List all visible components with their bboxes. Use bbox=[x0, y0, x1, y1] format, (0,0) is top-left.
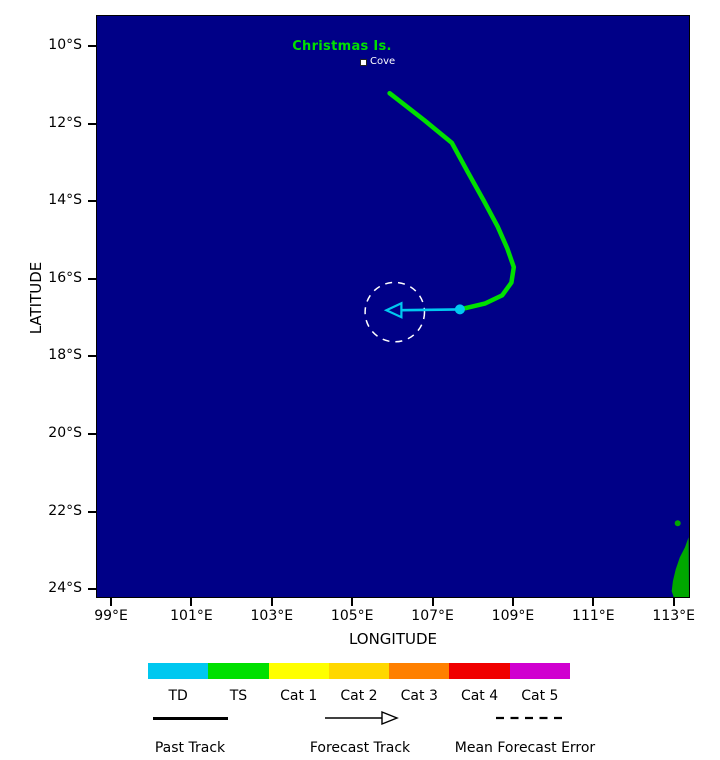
x-axis-tick bbox=[431, 598, 434, 606]
y-axis-tick bbox=[88, 200, 96, 203]
map-canvas bbox=[364, 90, 689, 597]
y-axis-tick bbox=[88, 588, 96, 591]
y-axis-tick-label: 20°S bbox=[48, 424, 82, 441]
x-axis-title: LONGITUDE bbox=[348, 630, 438, 648]
y-axis-tick bbox=[88, 44, 96, 47]
x-axis-tick bbox=[351, 598, 354, 606]
x-axis-tick-label: 111°E bbox=[572, 608, 615, 624]
town-square-icon bbox=[360, 58, 367, 66]
mean-forecast-error-circle bbox=[364, 281, 426, 343]
colorbar-segment-ts bbox=[208, 663, 269, 679]
x-axis-tick-label: 109°E bbox=[491, 608, 535, 624]
x-axis-tick-label: 103°E bbox=[250, 608, 294, 624]
mean-forecast-error-caption: Mean Forecast Error bbox=[454, 740, 596, 756]
category-label-cat-1: Cat 1 bbox=[280, 688, 318, 704]
category-label-cat-4: Cat 4 bbox=[460, 688, 499, 704]
current-position-marker bbox=[454, 304, 465, 315]
x-axis-tick bbox=[190, 598, 193, 606]
colorbar-segment-cat-3 bbox=[389, 663, 450, 679]
christmas-island-label: Christmas Is. bbox=[292, 39, 392, 54]
category-label-cat-5: Cat 5 bbox=[521, 688, 559, 704]
y-axis-tick-label: 18°S bbox=[48, 347, 82, 364]
y-axis-tick bbox=[88, 277, 96, 280]
colorbar-segment-cat-5 bbox=[509, 663, 570, 679]
cove-label: Cove bbox=[370, 56, 396, 67]
category-label-cat-2: Cat 2 bbox=[340, 688, 378, 704]
map-plot-area: Christmas Is. Cove bbox=[96, 15, 690, 598]
past-track-caption: Past Track bbox=[154, 740, 226, 756]
past-track-sample-line bbox=[153, 717, 228, 720]
intensity-colorbar bbox=[148, 663, 570, 679]
land-area bbox=[671, 537, 689, 597]
forecast-track-caption: Forecast Track bbox=[309, 740, 411, 756]
cove-marker: Cove bbox=[360, 57, 395, 67]
y-axis-tick-label: 22°S bbox=[48, 502, 82, 519]
y-axis-title: LATITUDE bbox=[27, 261, 45, 335]
islet bbox=[674, 520, 681, 527]
x-axis-tick bbox=[270, 598, 273, 606]
forecast-arrow-head bbox=[383, 301, 403, 319]
y-axis-tick bbox=[88, 510, 96, 513]
x-axis-tick bbox=[110, 598, 113, 606]
y-axis-tick-label: 14°S bbox=[48, 192, 82, 209]
x-axis-tick bbox=[592, 598, 595, 606]
forecast-sample-arrowhead bbox=[381, 710, 399, 726]
x-axis-tick-label: 107°E bbox=[411, 608, 454, 624]
colorbar-segment-td bbox=[148, 663, 209, 679]
x-axis-tick bbox=[511, 598, 514, 606]
y-axis-tick-label: 12°S bbox=[48, 114, 82, 131]
y-axis-tick-label: 10°S bbox=[48, 36, 82, 53]
colorbar-segment-cat-4 bbox=[449, 663, 510, 679]
y-axis-tick bbox=[88, 432, 96, 435]
colorbar-segment-cat-1 bbox=[268, 663, 329, 679]
y-axis-tick bbox=[88, 355, 96, 358]
y-axis-tick-label: 16°S bbox=[48, 269, 82, 286]
intensity-category-labels: TD TS Cat 1 Cat 2 Cat 3 Cat 4 Cat 5 bbox=[148, 688, 570, 704]
x-axis-tick-label: 101°E bbox=[170, 608, 213, 624]
mean-error-sample-line bbox=[496, 716, 564, 720]
category-label-cat-3: Cat 3 bbox=[400, 688, 438, 704]
forecast-track-line bbox=[401, 308, 460, 312]
colorbar-segment-cat-2 bbox=[328, 663, 390, 679]
category-label-ts: TS bbox=[229, 688, 248, 704]
past-track-line bbox=[387, 90, 517, 312]
x-axis-tick-label: 113°E bbox=[652, 608, 695, 624]
category-label-td: TD bbox=[168, 688, 188, 704]
x-axis-tick-label: 105°E bbox=[330, 608, 374, 624]
y-axis-tick-label: 24°S bbox=[48, 580, 82, 597]
forecast-track-sample-arrow bbox=[325, 710, 399, 726]
x-axis-tick bbox=[672, 598, 675, 606]
x-axis-tick-label: 99°E bbox=[94, 608, 128, 624]
y-axis-tick bbox=[88, 122, 96, 125]
